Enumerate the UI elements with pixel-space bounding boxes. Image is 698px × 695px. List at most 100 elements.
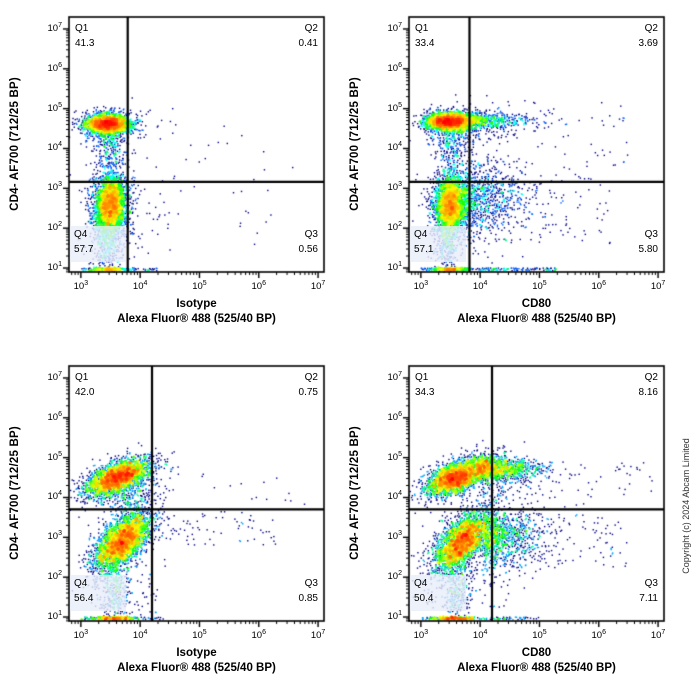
x-tick-label: 105 <box>532 280 547 293</box>
y-tick-label: 101 <box>47 610 62 623</box>
y-tick-label: 102 <box>47 570 62 583</box>
quadrant-name: Q1 <box>415 23 429 34</box>
quadrant-percent: 0.41 <box>298 38 318 49</box>
flow-plot-isotype-bottom: CD4- AF700 (712/25 BP) Q1 42.0 Q2 0.75 Q… <box>0 349 350 695</box>
quadrant-q1-label: Q1 34.3 <box>415 370 434 400</box>
y-axis-label: CD4- AF700 (712/25 BP) <box>349 426 361 560</box>
quadrant-percent: 5.80 <box>638 244 658 255</box>
x-axis-label-marker: Isotype <box>176 298 217 310</box>
x-tick-label: 106 <box>251 280 266 293</box>
x-tick-label: 105 <box>532 629 547 642</box>
y-tick-label: 107 <box>47 370 62 384</box>
quadrant-name: Q1 <box>415 372 429 383</box>
scatter-density-canvas <box>0 349 350 695</box>
flow-plot-isotype-top: CD4- AF700 (712/25 BP) Q1 41.3 Q2 0.41 Q… <box>0 0 350 346</box>
quadrant-percent: 0.85 <box>298 593 318 604</box>
x-tick-label: 103 <box>73 280 89 293</box>
quadrant-name: Q2 <box>644 372 658 383</box>
quadrant-name: Q2 <box>644 23 658 34</box>
x-axis-label-marker: CD80 <box>521 298 552 310</box>
y-tick-label: 106 <box>47 410 62 423</box>
y-axis-label: CD4- AF700 (712/25 BP) <box>349 77 361 211</box>
quadrant-percent: 3.69 <box>638 38 658 49</box>
quadrant-q4-label: Q4 56.4 <box>70 575 126 611</box>
quadrant-percent: 34.3 <box>415 387 435 398</box>
quadrant-name: Q4 <box>74 229 88 240</box>
quadrant-name: Q3 <box>304 229 318 240</box>
quadrant-percent: 0.75 <box>298 387 318 398</box>
quadrant-q4-label: Q4 57.1 <box>410 226 466 262</box>
x-axis-label-fluorophore: Alexa Fluor® 488 (525/40 BP) <box>117 313 276 325</box>
quadrant-percent: 7.11 <box>639 593 658 604</box>
quadrant-q3-label: Q3 0.85 <box>204 576 318 606</box>
quadrant-name: Q3 <box>304 578 318 589</box>
quadrant-percent: 8.16 <box>638 387 658 398</box>
y-tick-label: 101 <box>387 610 402 623</box>
copyright-notice: Copyright (c) 2024 Abcam Limited <box>681 438 691 574</box>
scatter-density-canvas <box>340 0 690 346</box>
y-tick-label: 101 <box>387 261 402 274</box>
x-axis-label-fluorophore: Alexa Fluor® 488 (525/40 BP) <box>117 662 276 674</box>
quadrant-percent: 56.4 <box>74 593 94 604</box>
quadrant-name: Q1 <box>75 23 89 34</box>
y-tick-label: 102 <box>387 221 402 234</box>
x-tick-label: 103 <box>413 280 429 293</box>
flow-plot-cd80-top: CD4- AF700 (712/25 BP) Q1 33.4 Q2 3.69 Q… <box>340 0 690 346</box>
quadrant-q1-label: Q1 41.3 <box>75 21 94 51</box>
x-tick-label: 107 <box>310 629 326 642</box>
quadrant-percent: 41.3 <box>75 38 95 49</box>
quadrant-name: Q3 <box>644 229 658 240</box>
quadrant-q1-label: Q1 42.0 <box>75 370 94 400</box>
x-tick-label: 103 <box>413 629 429 642</box>
y-tick-label: 106 <box>387 61 402 74</box>
quadrant-name: Q3 <box>644 578 658 589</box>
y-tick-label: 105 <box>47 101 62 114</box>
quadrant-q4-label: Q4 57.7 <box>70 226 126 262</box>
quadrant-q3-label: Q3 5.80 <box>544 227 658 257</box>
quadrant-percent: 57.7 <box>74 244 94 255</box>
scatter-density-canvas <box>0 0 350 346</box>
y-axis-label: CD4- AF700 (712/25 BP) <box>9 426 21 560</box>
x-tick-label: 104 <box>472 280 488 293</box>
y-tick-label: 102 <box>47 221 62 234</box>
quadrant-q2-label: Q2 8.16 <box>544 370 658 400</box>
quadrant-q1-label: Q1 33.4 <box>415 21 434 51</box>
quadrant-q3-label: Q3 0.56 <box>204 227 318 257</box>
quadrant-percent: 0.56 <box>298 244 318 255</box>
x-tick-label: 107 <box>650 280 666 293</box>
y-tick-label: 106 <box>47 61 62 74</box>
y-tick-label: 104 <box>387 490 402 503</box>
y-tick-label: 104 <box>47 490 62 503</box>
quadrant-q3-label: Q3 7.11 <box>544 576 658 606</box>
quadrant-name: Q2 <box>304 23 318 34</box>
x-tick-label: 104 <box>472 629 488 642</box>
x-tick-label: 107 <box>310 280 326 293</box>
x-axis-label-marker: CD80 <box>521 647 552 659</box>
quadrant-q4-label: Q4 50.4 <box>410 575 466 611</box>
quadrant-name: Q1 <box>75 372 89 383</box>
y-tick-label: 105 <box>387 101 402 114</box>
quadrant-percent: 42.0 <box>75 387 95 398</box>
y-tick-label: 103 <box>47 530 62 543</box>
x-tick-label: 104 <box>132 629 148 642</box>
y-tick-label: 106 <box>387 410 402 423</box>
x-tick-label: 106 <box>591 280 606 293</box>
scatter-density-canvas <box>340 349 690 695</box>
quadrant-q2-label: Q2 0.41 <box>204 21 318 51</box>
quadrant-q2-label: Q2 0.75 <box>204 370 318 400</box>
x-tick-label: 104 <box>132 280 148 293</box>
y-tick-label: 101 <box>47 261 62 274</box>
y-tick-label: 107 <box>47 21 62 35</box>
x-tick-label: 106 <box>591 629 606 642</box>
y-tick-label: 103 <box>47 181 62 194</box>
quadrant-name: Q4 <box>74 578 88 589</box>
x-axis-label-fluorophore: Alexa Fluor® 488 (525/40 BP) <box>457 313 616 325</box>
quadrant-q2-label: Q2 3.69 <box>544 21 658 51</box>
y-tick-label: 104 <box>387 141 402 154</box>
x-tick-label: 105 <box>192 280 207 293</box>
quadrant-percent: 50.4 <box>414 593 434 604</box>
y-tick-label: 103 <box>387 530 402 543</box>
x-tick-label: 103 <box>73 629 89 642</box>
quadrant-percent: 57.1 <box>414 244 434 255</box>
